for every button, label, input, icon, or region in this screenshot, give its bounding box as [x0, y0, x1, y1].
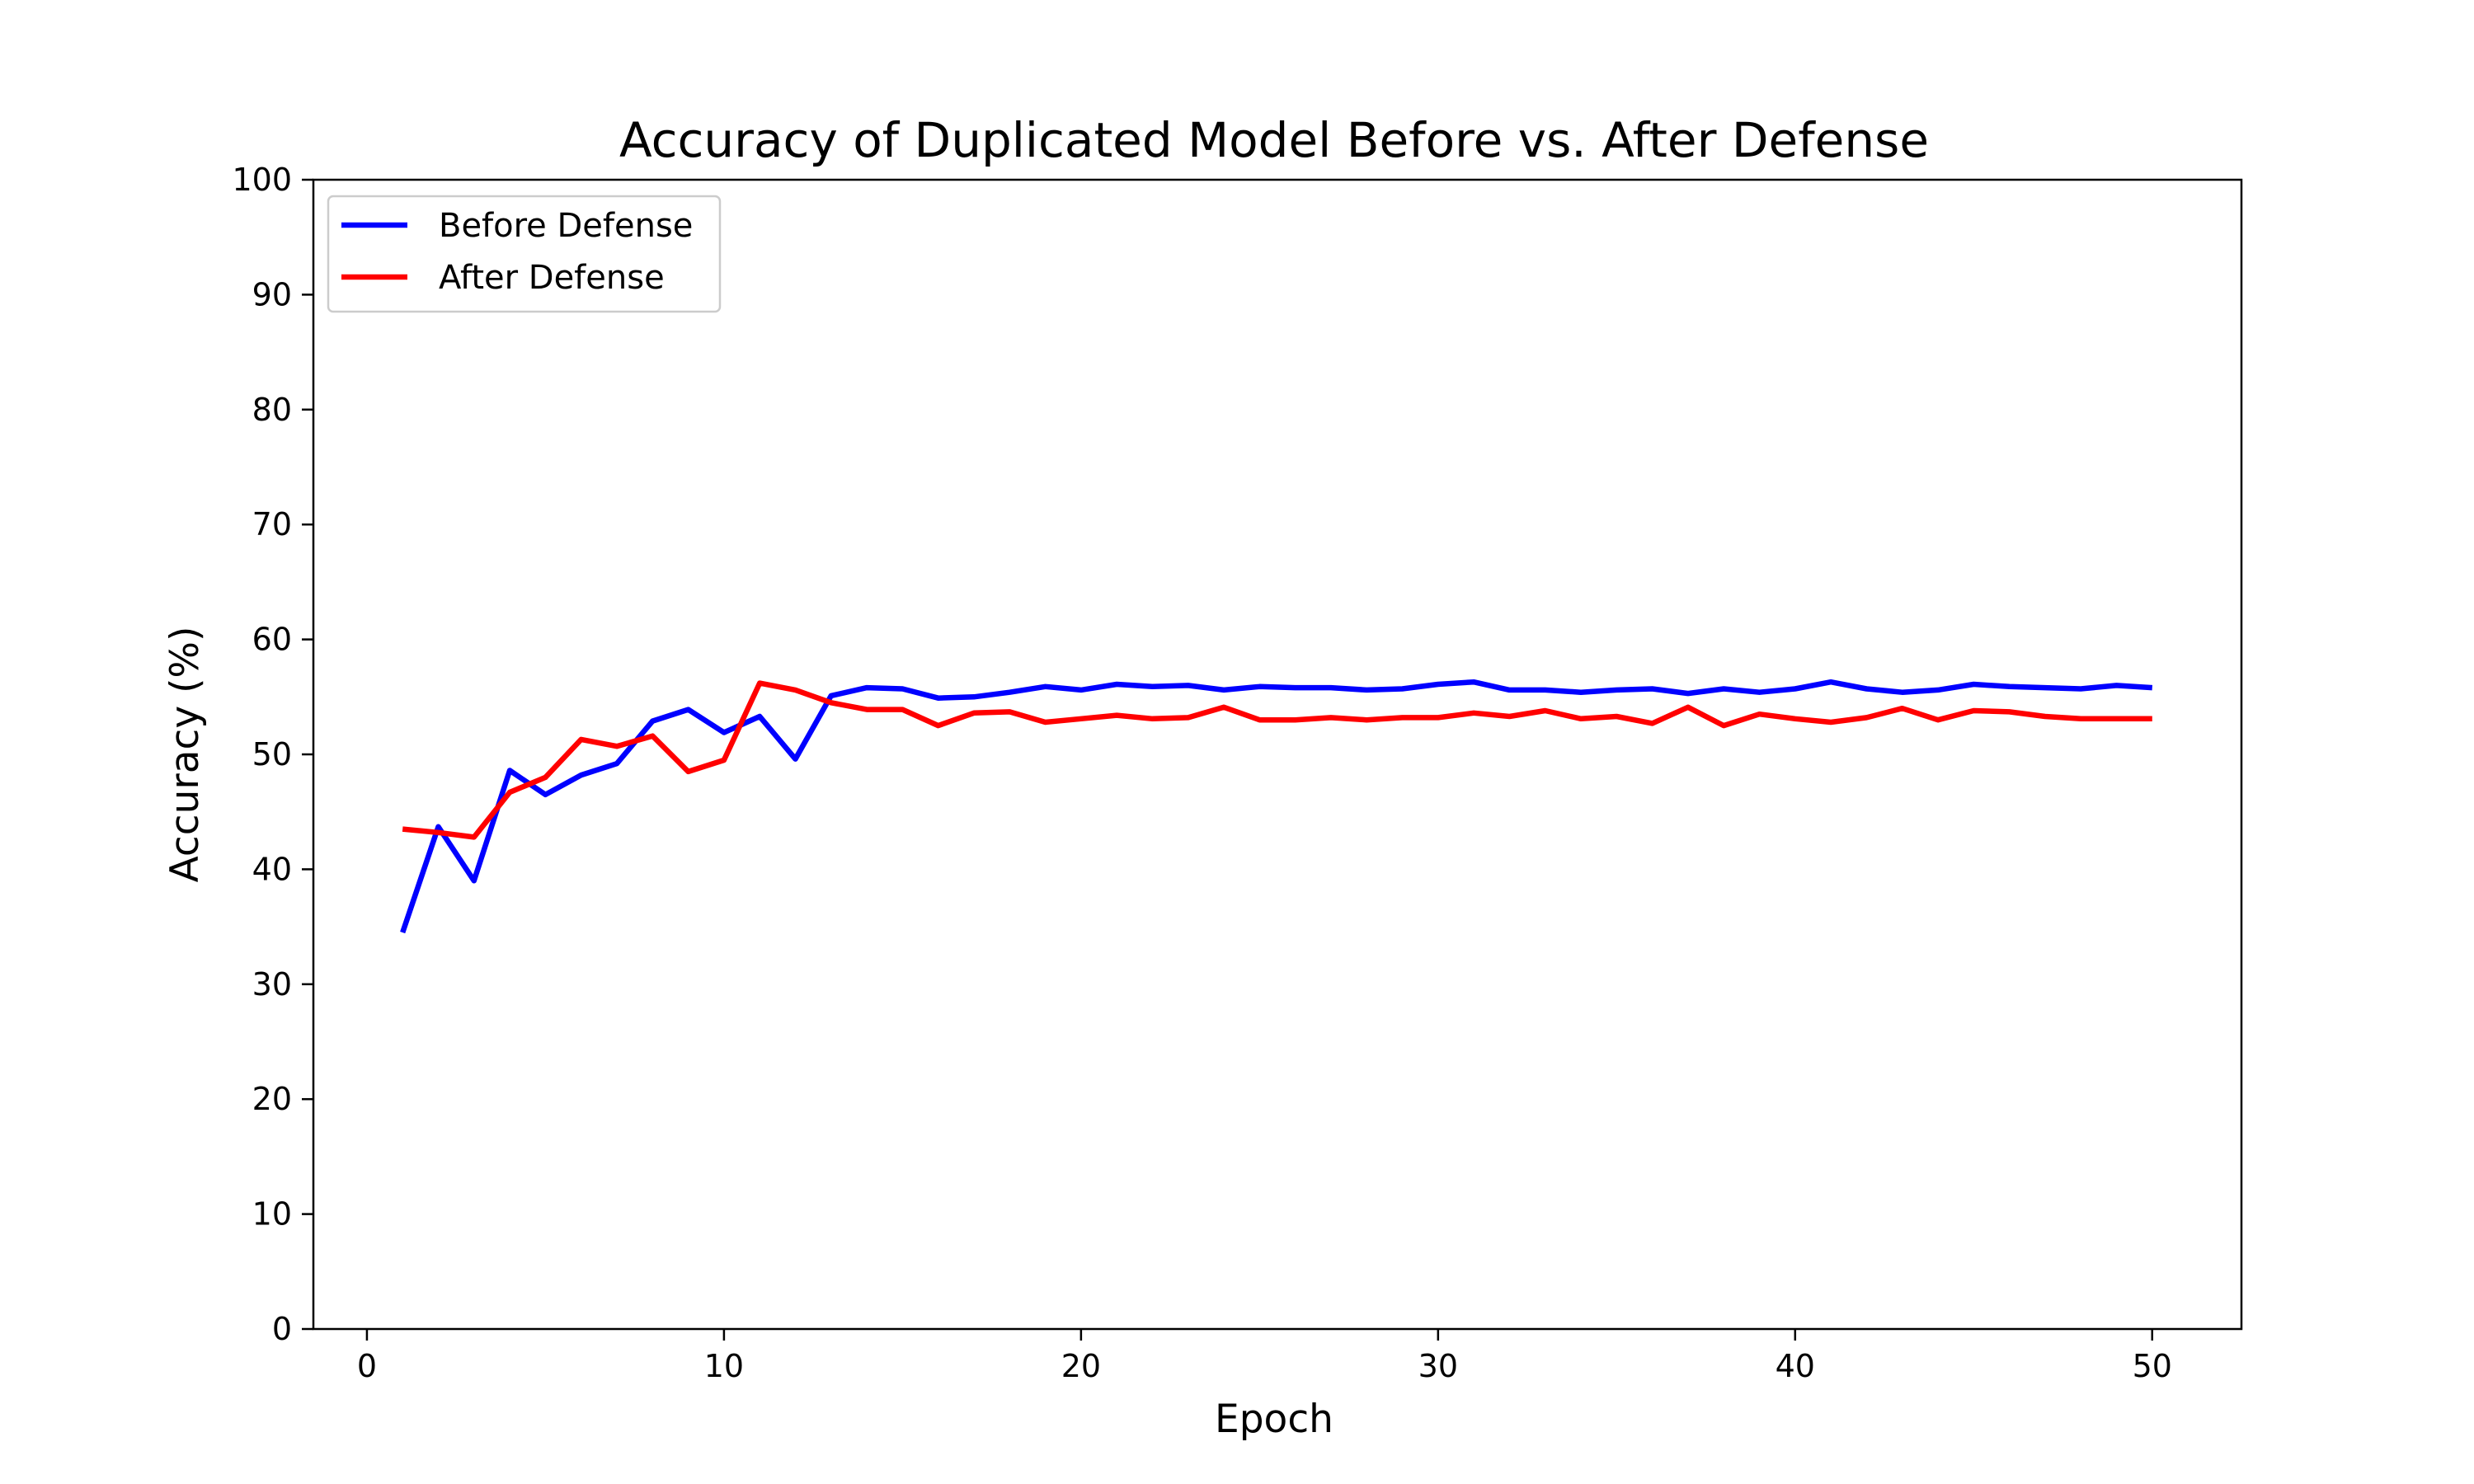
series-line-before-defense [400, 679, 2153, 934]
y-tick-label: 100 [232, 162, 292, 198]
y-tick-label: 70 [252, 506, 292, 542]
x-tick-label: 20 [1061, 1348, 1101, 1384]
x-tick-label: 0 [357, 1348, 377, 1384]
y-tick-label: 90 [252, 276, 292, 312]
y-tick-label: 40 [252, 851, 292, 887]
x-axis-label: Epoch [1215, 1397, 1333, 1442]
y-tick-label: 30 [252, 966, 292, 1003]
x-tick-label: 10 [704, 1348, 744, 1384]
series-line-after-defense [402, 680, 2152, 840]
y-tick-label: 0 [272, 1311, 292, 1347]
x-tick-label: 50 [2133, 1348, 2172, 1384]
chart-title: Accuracy of Duplicated Model Before vs. … [619, 112, 1929, 168]
plot-frame [312, 178, 2243, 1331]
y-tick-label: 20 [252, 1081, 292, 1117]
y-tick-label: 80 [252, 392, 292, 428]
plot-area: 0 10 20 30 40 50 0 10 20 30 40 50 60 70 80 90 100 [232, 162, 2243, 1384]
legend-label-before-defense: Before Defense [439, 207, 693, 245]
legend-box [327, 195, 722, 313]
x-tick-label: 30 [1418, 1348, 1458, 1384]
y-tick-label: 10 [252, 1196, 292, 1233]
y-axis-label: Accuracy (%) [162, 627, 208, 883]
legend: Before Defense After Defense [327, 195, 722, 313]
y-tick-label: 50 [252, 736, 292, 773]
legend-label-after-defense: After Defense [439, 259, 665, 297]
y-tick-label: 60 [252, 622, 292, 658]
x-tick-label: 40 [1776, 1348, 1815, 1384]
